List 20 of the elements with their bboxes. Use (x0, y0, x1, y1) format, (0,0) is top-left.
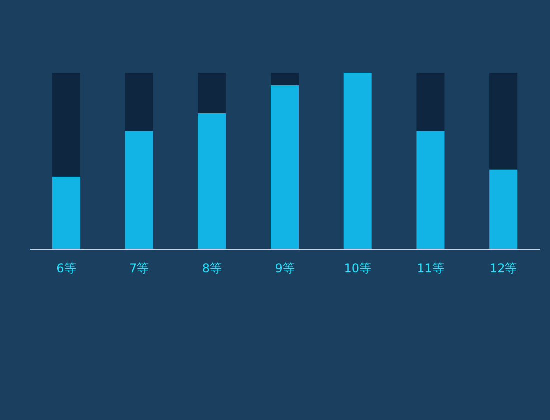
bar (344, 73, 372, 249)
x-tick-label: 9等 (275, 262, 295, 276)
x-tick-label: 11等 (417, 262, 444, 276)
x-tick-label: 6等 (56, 262, 76, 276)
x-tick-label: 7等 (129, 262, 150, 276)
bar (125, 131, 154, 249)
x-tick-label: 12等 (490, 262, 518, 276)
bar (52, 73, 80, 177)
x-tick-label: 10等 (344, 262, 372, 276)
bar (271, 85, 299, 249)
bar (52, 176, 80, 249)
bar (416, 73, 445, 132)
bar (490, 170, 518, 249)
bar (490, 73, 518, 170)
bar (198, 73, 226, 114)
x-tick-label: 8等 (202, 262, 222, 276)
bar (271, 73, 299, 86)
bar (198, 113, 226, 249)
bar (125, 73, 154, 132)
bar (416, 131, 445, 249)
